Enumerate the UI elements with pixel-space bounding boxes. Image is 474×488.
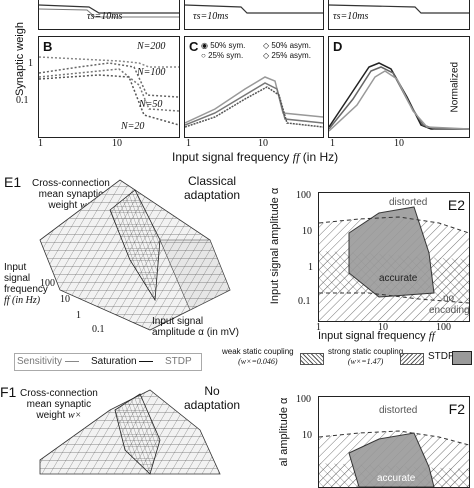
panel-b-label: B <box>43 39 53 54</box>
panel-d-label: D <box>333 39 343 54</box>
f2-ytick-10: 10 <box>302 430 312 441</box>
f1-side-title: No adaptation <box>184 384 241 412</box>
panel-a1-plot <box>39 4 179 18</box>
e2-plot-area: E2 distorted accurate no encoding <box>318 192 470 322</box>
legend-stdp-line: STDP <box>165 356 192 367</box>
y-tick-0.1: 0.1 <box>16 95 29 106</box>
e1-freq-axis-title: Input signal frequency ff (in Hz) <box>4 262 48 306</box>
f1-z-title: Cross-connection mean synaptic weight w× <box>20 388 98 421</box>
n-label-20: N=20 <box>121 121 145 132</box>
x-tick-d1: 1 <box>330 138 335 149</box>
coupling-strong: strong static coupling (w×=1.47) <box>328 347 404 366</box>
panel-d-plot <box>329 62 469 132</box>
panel-c-label: C <box>189 39 199 54</box>
panel-d-side-label: Normalized <box>449 61 461 113</box>
y-tick-1: 1 <box>28 58 33 69</box>
n-label-100: N=100 <box>137 67 166 78</box>
e2-xtick-1: 1 <box>316 322 321 333</box>
panel-f2-label: F2 <box>448 401 465 417</box>
e1-side-title: Classical adaptation <box>184 174 241 202</box>
legend-c-3: ◇ 50% asym. <box>263 41 311 50</box>
panel-c-plot <box>185 76 323 128</box>
legend-c-1: ◉ 50% sym. <box>201 41 246 50</box>
panel-f1: F1 Cross-connection mean synaptic weight… <box>0 380 241 475</box>
e2-region-no: no <box>443 293 455 304</box>
top-ylabel: Synaptic weigh <box>14 22 26 96</box>
tau-label-2: τs=10ms <box>193 11 229 22</box>
e1-tick-10: 10 <box>60 294 70 305</box>
panel-b: B N=200 N=100 N=50 N=20 <box>38 36 180 138</box>
x-tick-b1: 1 <box>38 138 43 149</box>
e2-region-accurate: accurate <box>379 273 418 284</box>
legend-c-2: ○ 25% sym. <box>201 51 244 60</box>
panel-d: D Normalized <box>328 36 470 138</box>
e1-tick-0.1: 0.1 <box>92 324 105 335</box>
panel-a1: τs=10ms <box>38 0 180 30</box>
x-tick-b10: 10 <box>112 138 122 149</box>
f2-ytick-100: 100 <box>296 394 311 405</box>
x-tick-d10: 10 <box>394 138 404 149</box>
e2-xlabel: Input signal frequency ff <box>318 330 435 342</box>
tau-label-1: τs=10ms <box>87 11 123 22</box>
panel-a2-plot <box>185 4 323 14</box>
panel-b-plot <box>39 56 179 126</box>
panel-e1-label: E1 <box>4 174 22 190</box>
panel-a3: τs=10ms <box>328 0 470 30</box>
f2-ylabel: al amplitude α <box>278 397 290 467</box>
e2-ytick-0.1: 0.1 <box>298 296 311 307</box>
e2-xtick-10: 10 <box>378 322 388 333</box>
panel-e1: E1 Cross-connection mean synaptic weight… <box>0 170 240 340</box>
panel-f2: al amplitude α 100 10 F2 distorted accur… <box>240 380 474 488</box>
panel-c: C ◉ 50% sym. ○ 25% sym. ◇ 50% asym. ◇ 25… <box>184 36 324 138</box>
x-tick-c10: 10 <box>258 138 268 149</box>
e2-ytick-1: 1 <box>308 262 313 273</box>
coupling-weak-swatch <box>300 353 324 365</box>
panel-a3-plot <box>329 4 469 14</box>
f1-surface <box>39 389 221 475</box>
e1-tick-100: 100 <box>40 278 55 289</box>
top-xlabel: Input signal frequency ff (in Hz) <box>172 150 339 164</box>
e1-surface <box>39 179 231 331</box>
legend-stdp-swatch <box>452 351 472 365</box>
e2-ylabel: Input signal amplitude α <box>269 187 281 305</box>
tau-label-3: τs=10ms <box>333 11 369 22</box>
e2-region-encoding: encoding <box>429 305 470 316</box>
n-label-50: N=50 <box>139 99 163 110</box>
e2-regions <box>319 206 469 321</box>
coupling-strong-swatch <box>400 353 424 365</box>
f2-region-accurate: accurate <box>377 473 416 484</box>
e2-ytick-10: 10 <box>302 226 312 237</box>
e2-xtick-100: 100 <box>436 322 451 333</box>
x-tick-c1: 1 <box>186 138 191 149</box>
top-figure-row: Synaptic weigh τs=10ms τs=10ms τs=10ms 1… <box>0 0 474 170</box>
coupling-weak: weak static coupling (w×=0.046) <box>222 347 294 366</box>
e1-amp-axis-title: Input signal amplitude α (in mV) <box>152 316 239 338</box>
panel-a2: τs=10ms <box>184 0 324 30</box>
legend-saturation: Saturation <box>91 356 154 367</box>
panel-e2: Input signal amplitude α 100 10 1 0.1 E2… <box>240 180 474 345</box>
legend-row: Sensitivity Saturation STDP weak static … <box>0 345 474 379</box>
e2-ytick-100: 100 <box>296 190 311 201</box>
e2-region-distorted: distorted <box>389 197 428 208</box>
f2-plot-area: F2 distorted accurate <box>318 396 470 488</box>
line-legend-box: Sensitivity Saturation STDP <box>14 353 202 371</box>
n-label-200: N=200 <box>137 41 166 52</box>
f2-region-distorted: distorted <box>379 405 418 416</box>
panel-f1-label: F1 <box>0 384 17 400</box>
legend-c-4: ◇ 25% asym. <box>263 51 311 60</box>
legend-sensitivity: Sensitivity <box>17 356 79 367</box>
e1-tick-1: 1 <box>76 310 81 321</box>
panel-e2-label: E2 <box>447 197 465 213</box>
legend-stdp-label: STDP <box>428 351 455 362</box>
